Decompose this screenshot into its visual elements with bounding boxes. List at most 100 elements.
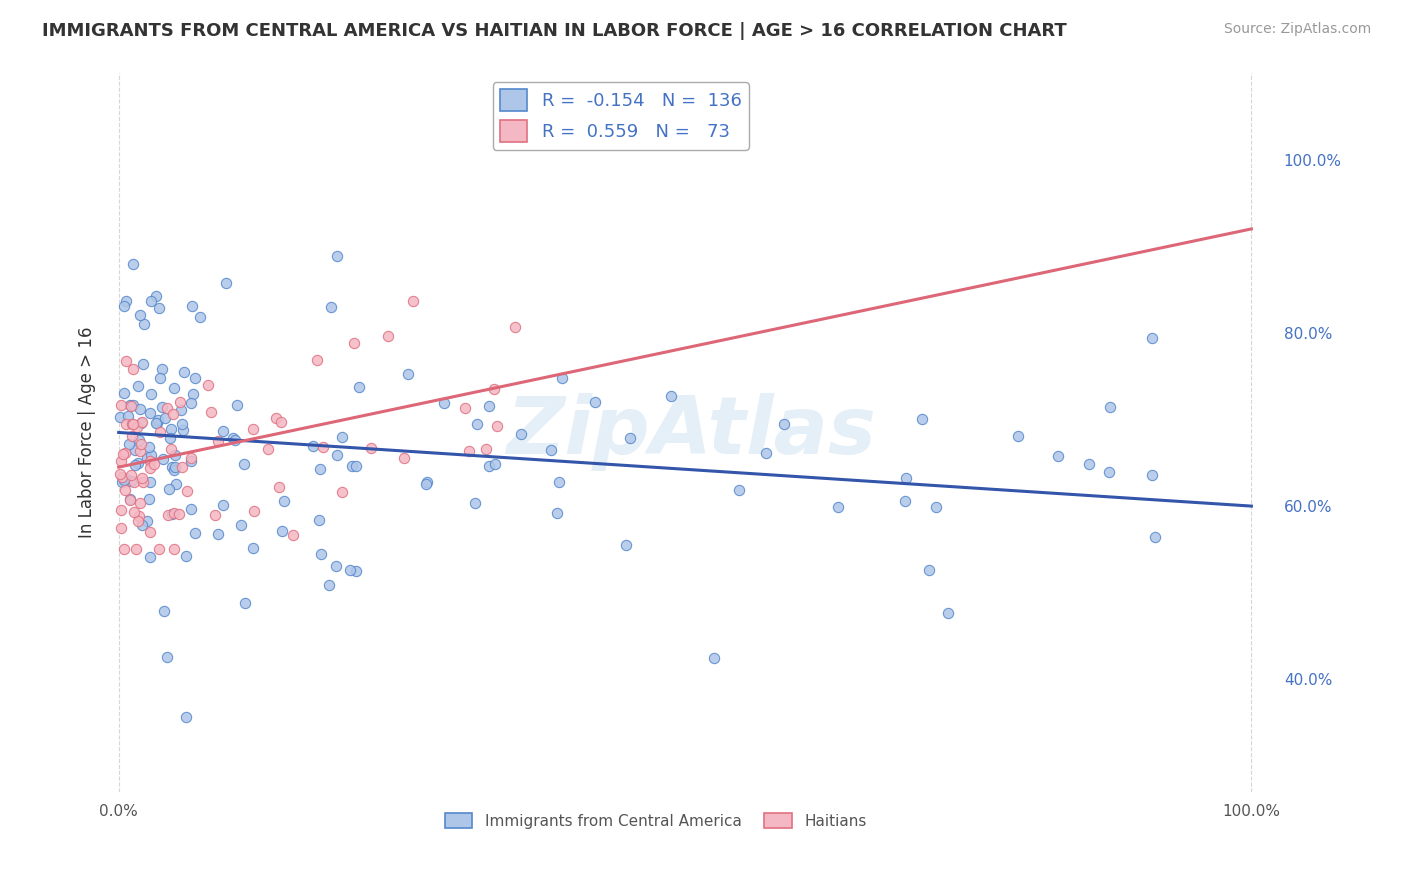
Point [114, 446, 136, 460]
Point [121, 417, 143, 431]
Point [184, 371, 207, 385]
Point [138, 440, 160, 454]
Point [318, 578, 340, 592]
Point [503, 319, 526, 334]
Point [153, 604, 176, 618]
Point [150, 362, 173, 376]
Point [128, 434, 150, 448]
Point [232, 458, 254, 472]
Point [183, 525, 205, 540]
Point [467, 417, 489, 431]
Point [112, 299, 135, 313]
Point [396, 367, 419, 381]
Point [347, 380, 370, 394]
Point [325, 558, 347, 573]
Point [172, 423, 194, 437]
Point [308, 462, 330, 476]
Point [271, 524, 294, 539]
Point [181, 387, 204, 401]
Point [1078, 457, 1101, 471]
Point [225, 398, 247, 412]
Point [273, 494, 295, 508]
Point [312, 441, 335, 455]
Point [547, 475, 569, 490]
Point [243, 504, 266, 518]
Point [112, 474, 135, 488]
Point [264, 411, 287, 425]
Point [402, 293, 425, 308]
Point [139, 405, 162, 419]
Point [110, 502, 132, 516]
Point [215, 276, 238, 290]
Point [180, 454, 202, 468]
Point [146, 416, 169, 430]
Point [142, 457, 165, 471]
Point [197, 378, 219, 392]
Point [112, 542, 135, 557]
Point [110, 521, 132, 535]
Point [110, 398, 132, 412]
Point [169, 507, 191, 521]
Point [127, 378, 149, 392]
Point [108, 410, 131, 425]
Point [121, 429, 143, 443]
Point [827, 500, 849, 514]
Point [344, 564, 367, 578]
Point [173, 365, 195, 379]
Point [180, 501, 202, 516]
Point [703, 650, 725, 665]
Point [163, 459, 186, 474]
Point [180, 299, 202, 313]
Point [212, 498, 235, 512]
Point [1007, 429, 1029, 443]
Point [281, 528, 304, 542]
Point [121, 362, 143, 376]
Point [146, 413, 169, 427]
Point [200, 405, 222, 419]
Point [129, 402, 152, 417]
Point [485, 419, 508, 434]
Point [325, 448, 347, 462]
Point [583, 395, 606, 409]
Point [614, 538, 637, 552]
Text: Source: ZipAtlas.com: Source: ZipAtlas.com [1223, 22, 1371, 37]
Point [212, 424, 235, 438]
Point [242, 422, 264, 436]
Point [754, 446, 776, 460]
Legend: Immigrants from Central America, Haitians: Immigrants from Central America, Haitian… [439, 806, 873, 835]
Point [141, 386, 163, 401]
Point [163, 506, 186, 520]
Point [160, 459, 183, 474]
Point [475, 442, 498, 456]
Point [163, 542, 186, 557]
Point [148, 301, 170, 315]
Point [122, 417, 145, 431]
Point [150, 401, 173, 415]
Point [129, 495, 152, 509]
Point [484, 458, 506, 472]
Point [174, 710, 197, 724]
Point [221, 431, 243, 445]
Point [149, 425, 172, 439]
Point [129, 443, 152, 458]
Point [936, 607, 959, 621]
Y-axis label: In Labor Force | Age > 16: In Labor Force | Age > 16 [79, 326, 96, 538]
Point [235, 596, 257, 610]
Point [122, 257, 145, 271]
Point [170, 459, 193, 474]
Point [115, 293, 138, 308]
Point [894, 471, 917, 485]
Point [124, 475, 146, 490]
Point [224, 433, 246, 447]
Point [190, 310, 212, 324]
Point [1143, 530, 1166, 544]
Text: IMMIGRANTS FROM CENTRAL AMERICA VS HAITIAN IN LABOR FORCE | AGE > 16 CORRELATION: IMMIGRANTS FROM CENTRAL AMERICA VS HAITI… [42, 22, 1067, 40]
Point [162, 507, 184, 521]
Point [156, 650, 179, 665]
Point [160, 422, 183, 436]
Point [138, 491, 160, 506]
Point [773, 417, 796, 432]
Point [308, 513, 330, 527]
Point [509, 427, 531, 442]
Point [326, 249, 349, 263]
